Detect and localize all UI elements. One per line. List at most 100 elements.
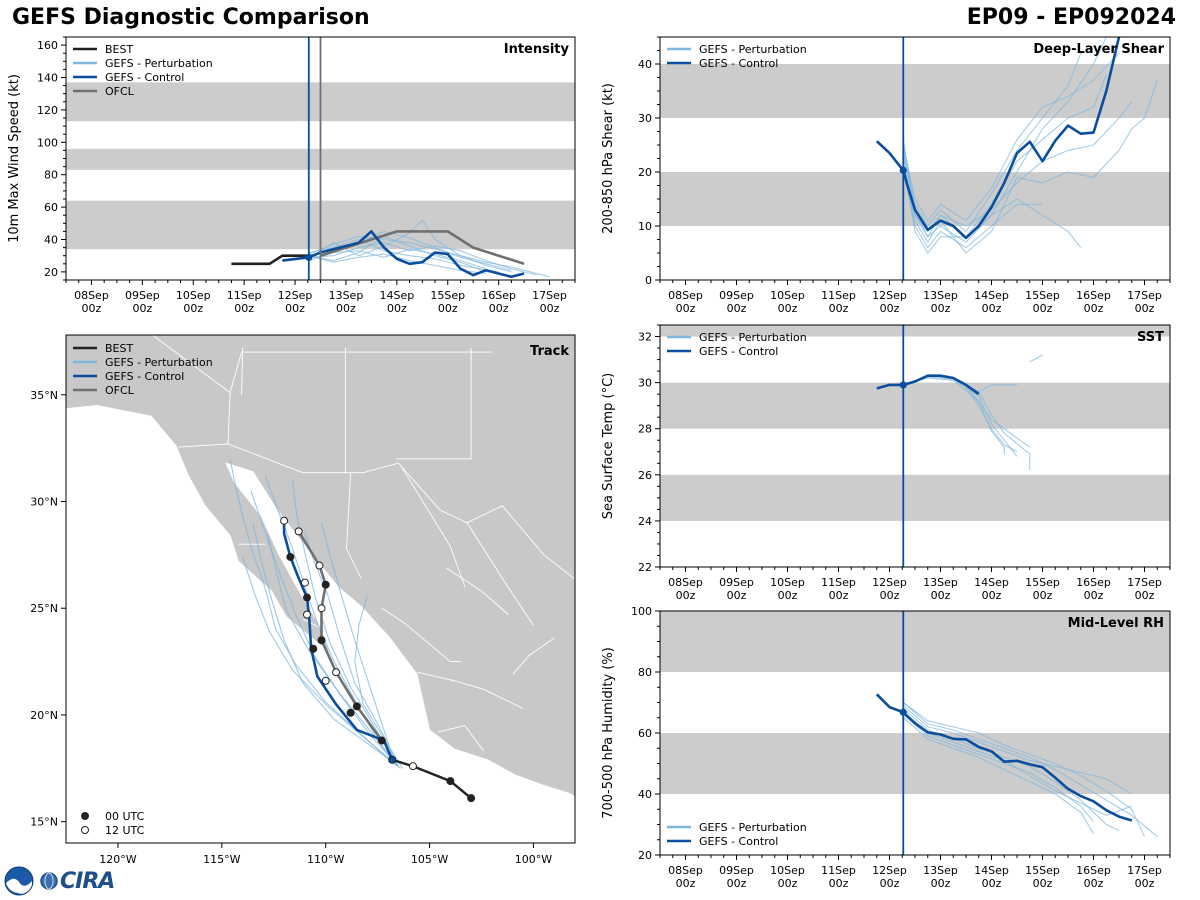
legend-marker-12utc: [81, 826, 89, 834]
y-tick-label: 40: [638, 58, 652, 71]
cira-logo: CIRA: [4, 866, 115, 896]
panel-title: Deep-Layer Shear: [1033, 42, 1164, 57]
x-tick-hour: 00z: [829, 302, 849, 315]
y-axis-label: 700-500 hPa Humidity (%): [601, 647, 616, 819]
ofcl-marker: [300, 578, 309, 587]
shear-panel: 01020304008Sep00z09Sep00z10Sep00z11Sep00…: [601, 36, 1171, 315]
legend-marker-00utc: [81, 812, 89, 820]
lon-tick-label: 110°W: [307, 853, 344, 866]
legend-label-control: GEFS - Control: [699, 345, 778, 358]
series-pert-line: [902, 711, 1132, 816]
x-tick-hour: 00z: [132, 302, 152, 315]
storm-id: EP09 - EP092024: [966, 5, 1176, 30]
x-tick-hour: 00z: [234, 302, 254, 315]
x-tick-hour: 00z: [880, 589, 900, 602]
boundary-line: [437, 725, 484, 752]
y-tick-label: 80: [638, 666, 652, 679]
legend-label-best: BEST: [105, 342, 133, 355]
y-tick-label: 10: [638, 220, 652, 233]
ofcl-marker: [317, 604, 326, 613]
x-tick-date: 16Sep: [481, 289, 516, 302]
y-tick-label: 60: [638, 727, 652, 740]
x-tick-date: 12Sep: [278, 289, 313, 302]
boundary-line: [302, 618, 324, 631]
plot-area: [66, 37, 575, 280]
lon-tick-label: 100°W: [515, 853, 552, 866]
x-tick-hour: 00z: [931, 302, 951, 315]
y-tick-label: 0: [645, 274, 652, 287]
lon-tick-label: 120°W: [99, 853, 136, 866]
x-tick-date: 08Sep: [668, 289, 703, 302]
x-tick-hour: 00z: [727, 302, 747, 315]
x-tick-date: 17Sep: [1127, 864, 1162, 877]
x-tick-hour: 00z: [438, 302, 458, 315]
y-tick-label: 160: [37, 39, 58, 52]
series-pert-line: [902, 702, 1145, 837]
lat-tick-label: 25°N: [30, 602, 58, 615]
control-marker: [309, 644, 318, 653]
series-pert-line: [903, 377, 1005, 455]
ofcl-marker: [377, 736, 386, 745]
ofcl-marker: [321, 676, 330, 685]
category-band: [660, 382, 1170, 429]
y-tick-label: 22: [638, 561, 652, 574]
x-tick-date: 14Sep: [974, 289, 1009, 302]
x-tick-hour: 00z: [982, 589, 1002, 602]
best-marker: [446, 777, 455, 786]
x-tick-hour: 00z: [676, 589, 696, 602]
series-pert-line: [308, 248, 487, 270]
boundary-line: [241, 347, 244, 395]
boundary-line: [400, 464, 466, 588]
best-marker: [408, 762, 417, 771]
series-pert-line: [308, 235, 550, 278]
plot-area: [660, 611, 1170, 855]
x-tick-date: 15Sep: [430, 289, 465, 302]
x-tick-hour: 00z: [931, 877, 951, 890]
x-tick-date: 09Sep: [719, 576, 754, 589]
panel-title: Intensity: [504, 42, 570, 57]
noaa-logo-icon: [4, 866, 34, 896]
x-tick-date: 16Sep: [1076, 576, 1111, 589]
x-tick-hour: 00z: [489, 302, 509, 315]
init-point-marker: [305, 253, 313, 261]
legend-label-pert: GEFS - Perturbation: [105, 356, 213, 369]
init-point-marker: [899, 381, 907, 389]
legend-label-control: GEFS - Control: [699, 57, 778, 70]
x-tick-hour: 00z: [285, 302, 305, 315]
init-point-marker: [899, 166, 907, 174]
init-point-marker: [899, 708, 907, 716]
map-frame: [65, 334, 576, 844]
series-control-line: [875, 693, 1133, 822]
x-tick-date: 11Sep: [821, 289, 856, 302]
legend-label-best: BEST: [105, 43, 133, 56]
x-tick-date: 14Sep: [974, 864, 1009, 877]
x-tick-hour: 00z: [387, 302, 407, 315]
y-tick-label: 20: [638, 849, 652, 862]
x-tick-hour: 00z: [1084, 589, 1104, 602]
x-tick-hour: 00z: [727, 589, 747, 602]
x-tick-hour: 00z: [1135, 877, 1155, 890]
x-tick-hour: 00z: [931, 589, 951, 602]
series-pert-line: [902, 161, 1043, 249]
x-tick-date: 16Sep: [1076, 864, 1111, 877]
boundary-line: [151, 335, 231, 393]
x-tick-date: 09Sep: [125, 289, 160, 302]
control-marker: [286, 552, 295, 561]
y-axis-label: 200-850 hPa Shear (kt): [601, 83, 616, 234]
plot-area: [660, 37, 1170, 280]
series-best-line: [231, 254, 309, 266]
x-tick-date: 08Sep: [74, 289, 109, 302]
lat-tick-label: 20°N: [30, 709, 58, 722]
x-tick-date: 10Sep: [770, 576, 805, 589]
boundary-line: [346, 473, 362, 579]
x-tick-hour: 00z: [183, 302, 203, 315]
x-tick-hour: 00z: [1135, 589, 1155, 602]
x-tick-date: 15Sep: [1025, 864, 1060, 877]
category-band: [660, 474, 1170, 521]
x-tick-date: 14Sep: [974, 576, 1009, 589]
x-tick-date: 17Sep: [1127, 289, 1162, 302]
y-tick-label: 28: [638, 423, 652, 436]
x-tick-hour: 00z: [727, 877, 747, 890]
y-tick-label: 100: [631, 605, 652, 618]
perturbation-track: [250, 490, 399, 767]
